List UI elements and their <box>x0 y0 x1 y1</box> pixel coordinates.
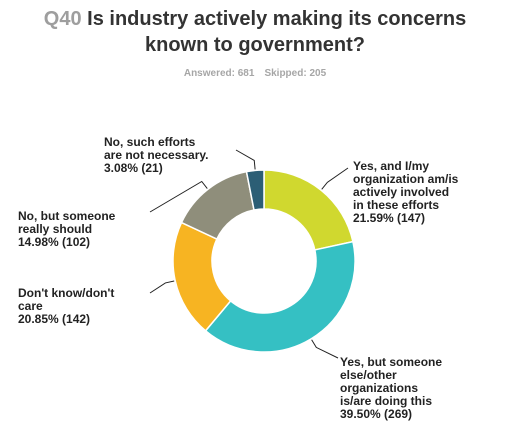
slice-label-line: Yes, and I/my <box>353 159 430 173</box>
slice-label-no-not-necessary: No, such efforts are not necessary. 3.08% … <box>104 136 209 175</box>
slice-label-line: in these efforts <box>353 198 440 212</box>
question-title-line-1: Is industry actively making its concerns <box>87 8 467 30</box>
slice-label-line: 39.50% (269) <box>340 407 413 421</box>
skipped-count: Skipped: 205 <box>264 68 327 79</box>
slice-label-line: really should <box>18 222 93 236</box>
slice-yes-others <box>204 240 356 353</box>
leader-line-yes-involved <box>321 167 349 190</box>
question-number: Q40 <box>43 8 82 30</box>
slice-label-line: is/are doing this <box>340 394 433 408</box>
slice-label-line: 20.85% (142) <box>18 312 91 326</box>
leader-line-yes-others <box>311 339 339 359</box>
slice-label-line: Yes, but someone <box>340 355 443 369</box>
slice-label-line: else/other <box>340 368 397 382</box>
question-title-line-2: known to government? <box>145 34 365 56</box>
slice-label-line: organization am/is <box>353 172 459 186</box>
slice-label-line: are not necessary. <box>104 148 209 162</box>
slice-label-line: No, but someone <box>18 209 116 223</box>
slice-label-yes-others: Yes, but someone else/other organizations i… <box>340 356 442 421</box>
slice-label-line: care <box>18 299 43 313</box>
slice-label-line: 3.08% (21) <box>104 161 163 175</box>
slice-label-line: Don't know/don't <box>18 286 115 300</box>
leader-line-no-not-necessary <box>235 149 256 170</box>
leader-line-dont-know <box>149 280 175 294</box>
leader-line-no-should <box>149 180 208 213</box>
slice-label-no-should: No, but someone really should 14.98% (102) <box>18 210 115 249</box>
slice-label-yes-involved: Yes, and I/my organization am/is actively … <box>353 160 458 225</box>
slice-label-dont-know: Don't know/don't care 20.85% (142) <box>18 287 114 326</box>
response-stats: Answered: 681 Skipped: 205 <box>0 68 510 79</box>
slice-label-line: organizations <box>340 381 419 395</box>
question-title: Q40 Is industry actively making its conc… <box>0 6 510 58</box>
slice-label-line: actively involved <box>353 185 450 199</box>
slice-label-line: 21.59% (147) <box>353 211 426 225</box>
slice-yes-involved <box>263 169 354 251</box>
slice-label-line: No, such efforts <box>104 135 196 149</box>
answered-count: Answered: 681 <box>183 68 255 79</box>
slice-label-line: 14.98% (102) <box>18 235 91 249</box>
slice-no-not-necessary <box>245 169 265 211</box>
